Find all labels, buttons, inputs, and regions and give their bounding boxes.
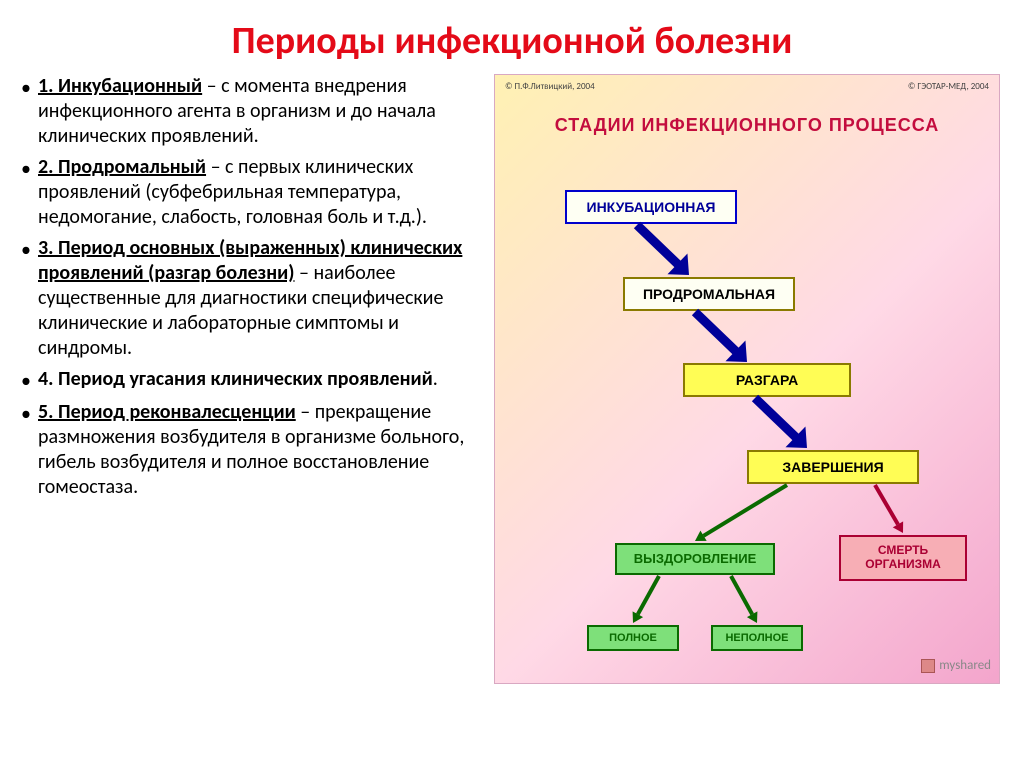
bullet-text: 3. Период основных (выраженных) клиничес… — [38, 236, 484, 361]
page-title: Периоды инфекционной болезни — [0, 0, 1024, 74]
watermark: myshared — [921, 658, 991, 673]
bullet-dot-icon: • — [14, 236, 38, 263]
flow-node-n5: ВЫЗДОРОВЛЕНИЕ — [615, 543, 775, 575]
bullet-text: 1. Инкубационный – с момента внедрения и… — [38, 74, 484, 149]
flow-node-n3: РАЗГАРА — [683, 363, 851, 397]
flow-node-n6: СМЕРТЬ ОРГАНИЗМА — [839, 535, 967, 581]
list-item: •5. Период реконвалесценции – прекращени… — [14, 400, 484, 500]
flow-node-n7: ПОЛНОЕ — [587, 625, 679, 651]
diagram-panel: © П.Ф.Литвицкий, 2004 © ГЭОТАР-МЕД, 2004… — [494, 74, 1000, 684]
bullet-lead: 1. Инкубационный — [38, 74, 202, 98]
bullet-dot-icon: • — [14, 400, 38, 427]
title-text: Периоды инфекционной болезни — [232, 18, 793, 64]
flow-node-n4: ЗАВЕРШЕНИЯ — [747, 450, 919, 484]
content-row: •1. Инкубационный – с момента внедрения … — [0, 74, 1024, 506]
diagram-title: СТАДИИ ИНФЕКЦИОННОГО ПРОЦЕССА — [495, 115, 999, 136]
bullet-list: •1. Инкубационный – с момента внедрения … — [14, 74, 494, 506]
bullet-text: 4. Период угасания клинических проявлени… — [38, 367, 484, 392]
bullet-dot-icon: • — [14, 155, 38, 182]
credit-right: © ГЭОТАР-МЕД, 2004 — [908, 81, 989, 92]
credit-left: © П.Ф.Литвицкий, 2004 — [505, 81, 595, 92]
list-item: •1. Инкубационный – с момента внедрения … — [14, 74, 484, 149]
bullet-lead: 2. Продромальный — [38, 155, 206, 179]
diagram-column: © П.Ф.Литвицкий, 2004 © ГЭОТАР-МЕД, 2004… — [494, 74, 1000, 506]
list-item: •4. Период угасания клинических проявлен… — [14, 367, 484, 394]
list-item: •2. Продромальный – с первых клинических… — [14, 155, 484, 230]
watermark-icon — [921, 659, 935, 673]
flow-node-n8: НЕПОЛНОЕ — [711, 625, 803, 651]
flow-node-n1: ИНКУБАЦИОННАЯ — [565, 190, 737, 224]
bullet-lead: 4. Период угасания клинических проявлени… — [38, 367, 433, 391]
list-item: •3. Период основных (выраженных) клиниче… — [14, 236, 484, 361]
bullet-text: 5. Период реконвалесценции – прекращение… — [38, 400, 484, 500]
diagram-title-text: СТАДИИ ИНФЕКЦИОННОГО ПРОЦЕССА — [555, 115, 940, 135]
flow-node-n2: ПРОДРОМАЛЬНАЯ — [623, 277, 795, 311]
bullet-dot-icon: • — [14, 367, 38, 394]
bullet-dot-icon: • — [14, 74, 38, 101]
bullet-rest: . — [433, 367, 438, 391]
watermark-text: myshared — [939, 658, 991, 673]
bullet-lead: 3. Период основных (выраженных) клиничес… — [38, 236, 462, 285]
bullet-text: 2. Продромальный – с первых клинических … — [38, 155, 484, 230]
bullet-lead: 5. Период реконвалесценции — [38, 400, 296, 424]
